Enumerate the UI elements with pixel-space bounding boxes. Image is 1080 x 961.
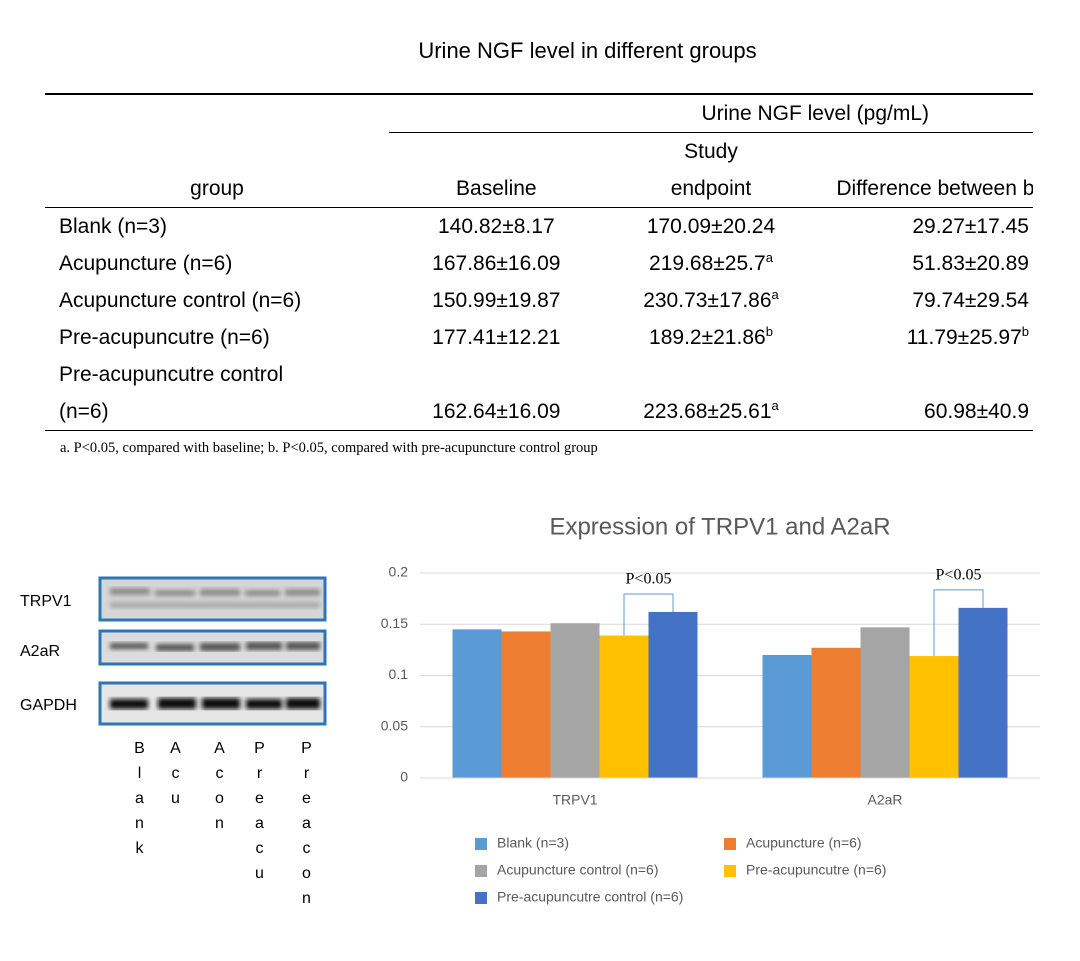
legend-label: Acupuncture (n=6) [746, 835, 862, 851]
table: Urine NGF level (pg/mL) group Baseline S… [45, 93, 1033, 431]
cell: 79.74±29.54 [818, 282, 1033, 319]
legend-swatch [475, 838, 487, 850]
group-name: Blank (n=3) [59, 215, 167, 238]
blot-label: GAPDH [20, 697, 77, 714]
legend-swatch [724, 838, 736, 850]
blot [98, 576, 327, 726]
lane-label: Preacu [251, 740, 268, 890]
y-tick-label: 0.15 [381, 615, 408, 631]
superscript: a [771, 398, 779, 413]
cell: Acupuncture control (n=6) [45, 282, 389, 319]
cell: 170.09±20.24 [604, 208, 819, 246]
cell: Blank (n=3) [45, 208, 389, 246]
bar [452, 629, 502, 778]
y-tick-label: 0.2 [389, 564, 409, 580]
x-tick-label: TRPV1 [552, 792, 597, 808]
bar [550, 623, 600, 778]
table-row: Pre-acupuncutre control (n=6) 162.64±16.0… [45, 356, 1033, 431]
bar [811, 647, 861, 778]
cell: 189.2±21.86b [604, 319, 819, 356]
cell: 219.68±25.7a [604, 245, 819, 282]
cell-text: 230.73±17.86 [643, 289, 772, 312]
lane-label: Blank [131, 740, 148, 865]
y-tick-label: 0 [400, 769, 408, 785]
cell-text: 11.79±25.97 [906, 326, 1022, 349]
cell: Pre-acupuncutre control (n=6) [45, 356, 389, 431]
bar [762, 655, 812, 778]
cell: Pre-acupuncutre (n=6) [45, 319, 389, 356]
footnote: a. P<0.05, compared with baseline; b. P<… [60, 440, 598, 456]
cell: 51.83±20.89 [818, 245, 1033, 282]
legend-label: Pre-acupuncutre (n=6) [746, 862, 886, 878]
cell: 29.27±17.45 [818, 208, 1033, 246]
annotation: P<0.05 [936, 567, 982, 584]
legend-swatch [475, 892, 487, 904]
group-name: Acupuncture (n=6) [59, 252, 233, 275]
table-row: Acupuncture (n=6) 167.86±16.09 219.68±25.7… [45, 245, 1033, 282]
bar [501, 631, 551, 778]
cell-text: 223.68±25.61 [643, 400, 772, 423]
bar [958, 607, 1008, 778]
bar [860, 627, 910, 778]
superscript: b [1021, 324, 1029, 339]
lane-label: Acu [167, 740, 184, 815]
cell: 167.86±16.09 [432, 252, 561, 275]
legend-swatch [724, 865, 736, 877]
table-row: Acupuncture control (n=6) 150.99±19.87 230… [45, 282, 1033, 319]
bar [648, 611, 698, 778]
superscript: a [765, 250, 773, 265]
group-name: Acupuncture control (n=6) [59, 289, 302, 312]
column-header: Study endpoint [670, 140, 752, 200]
chart-title: Expression of TRPV1 and A2aR [549, 513, 890, 540]
cell: 223.68±25.61a [604, 356, 819, 431]
cell: 140.82±8.17 [438, 215, 555, 238]
cell: 177.41±12.21 [432, 326, 561, 349]
group-name: Pre-acupuncutre (n=6) [59, 326, 270, 349]
significance-bracket [933, 589, 984, 657]
column-header: group [45, 132, 389, 208]
column-header: Baseline [389, 132, 604, 208]
superscript: b [765, 324, 773, 339]
group-name: Pre-acupuncutre control (n=6) [59, 363, 284, 423]
cell-text: 79.74±29.54 [912, 289, 1029, 312]
cell-text: 219.68±25.7 [649, 252, 766, 275]
y-tick-label: 0.1 [389, 666, 409, 682]
significance-bracket [623, 593, 674, 636]
legend-label: Pre-acupuncutre control (n=6) [497, 889, 683, 905]
superscript: a [771, 287, 779, 302]
table-row: Pre-acupuncutre (n=6) 177.41±12.21 189.2±2… [45, 319, 1033, 356]
legend-label: Acupuncture control (n=6) [497, 862, 658, 878]
cell-text: 51.83±20.89 [912, 252, 1029, 275]
annotation: P<0.05 [626, 571, 672, 588]
group-header: Urine NGF level (pg/mL) [389, 94, 1033, 133]
cell-text: 60.98±40.9 [924, 400, 1029, 423]
cell: 11.79±25.97b [818, 319, 1033, 356]
cell: Acupuncture (n=6) [45, 245, 389, 282]
cell: 60.98±40.9 [818, 356, 1033, 431]
x-tick-label: A2aR [867, 792, 902, 808]
lane-label: Preacon [298, 740, 315, 915]
bar [599, 635, 649, 778]
blot-label: A2aR [20, 643, 60, 660]
column-header: Difference between baseline [818, 132, 1033, 208]
cell-text: 29.27±17.45 [912, 215, 1029, 238]
blot-label: TRPV1 [20, 593, 72, 610]
y-tick-label: 0.05 [381, 717, 408, 733]
legend-label: Blank (n=3) [497, 835, 569, 851]
legend-swatch [475, 865, 487, 877]
table-title: Urine NGF level in different groups [418, 38, 757, 63]
cell: 230.73±17.86a [604, 282, 819, 319]
cell: 162.64±16.09 [432, 400, 561, 423]
cell-text: 189.2±21.86 [649, 326, 766, 349]
cell: 150.99±19.87 [432, 289, 561, 312]
lane-label: Acon [211, 740, 228, 840]
bar [909, 656, 959, 778]
cell-text: 170.09±20.24 [646, 215, 776, 238]
table-row: Blank (n=3) 140.82±8.17 170.09±20.24 29.27±… [45, 208, 1033, 246]
